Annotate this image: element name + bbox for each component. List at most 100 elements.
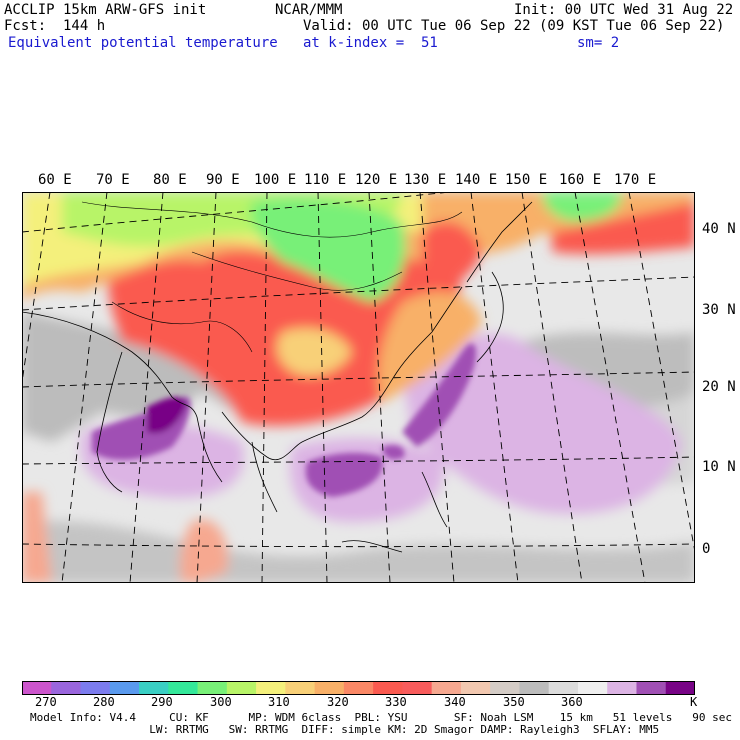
meridian-60e [22,192,51,383]
lat-label-10n: 10 N [702,459,736,475]
lon-label-130e: 130 E [404,172,447,188]
colorbar-swatch [431,681,462,695]
colorbar-swatch [256,681,286,695]
lon-label-170e: 170 E [614,172,657,188]
colorbar-swatch [519,681,550,695]
model-info-line1: Model Info: V4.4 CU: KF MP: WDM 6class P… [30,711,732,724]
red-manchuria [422,221,482,286]
lon-label-90e: 90 E [206,172,240,188]
meridian-120e [368,192,391,583]
colorbar-swatch [343,681,374,695]
parallel-10n [22,456,695,465]
colorbar-swatch [460,681,491,695]
coast-philippines [421,471,448,528]
meridian-100e [261,192,268,583]
coast-china [221,286,463,460]
parallel-40n [22,192,455,233]
red-north-pacific [552,202,695,255]
borders [81,201,463,353]
colorbar-swatch [314,681,345,695]
colorbar-swatch [548,681,579,695]
lon-label-160e: 160 E [559,172,602,188]
field-name: Equivalent potential temperature [8,35,278,51]
colorbar-tick-270: 270 [35,695,57,709]
lon-label-100e: 100 E [254,172,297,188]
meridian-150e [521,192,583,583]
lon-label-80e: 80 E [153,172,187,188]
graticule [22,192,695,583]
colorbar-unit: K [690,695,698,709]
colorbar-swatch [168,681,199,695]
colorbar-swatch [109,681,140,695]
lon-label-120e: 120 E [355,172,398,188]
colorbar-tick-320: 320 [327,695,349,709]
lon-label-150e: 150 E [505,172,548,188]
colorbar [22,681,695,695]
level-label: at k-index = 51 [303,35,438,51]
green-kamchatka [542,192,622,222]
border-himalaya [111,301,253,353]
yellow-central-china [276,328,352,376]
colorbar-swatch [197,681,228,695]
colorbar-swatch [51,681,82,695]
model-title: ACCLIP 15km ARW-GFS init [4,2,207,18]
coast-indochina [251,441,278,513]
smoothing-label: sm= 2 [577,35,620,51]
colorbar-tick-300: 300 [210,695,232,709]
coast-india-west [96,351,123,493]
colorbar-swatch [636,681,667,695]
meridian-170e [628,192,695,553]
colorbar-swatch [490,681,520,695]
colorbar-swatch [402,681,433,695]
colorbar-tick-360: 360 [561,695,583,709]
map-frame [22,192,695,583]
salmon-sumatra [180,519,228,583]
colorbar-swatch [607,681,637,695]
theta-e-map [22,192,695,583]
green-mongolia [251,198,406,302]
coast-borneo [341,540,403,553]
forecast-hour: Fcst: 144 h [4,18,106,34]
meridian-110e [317,192,328,583]
colorbar-tick-330: 330 [385,695,407,709]
parallel-30n [22,276,695,311]
meridian-140e [470,192,519,583]
colorbar-tick-350: 350 [503,695,525,709]
meridian-160e [574,192,646,583]
colorbar-tick-290: 290 [151,695,173,709]
lon-label-60e: 60 E [38,172,72,188]
lon-label-70e: 70 E [96,172,130,188]
colorbar-swatch [22,681,52,695]
colorbar-frame [22,681,695,695]
lon-label-110e: 110 E [304,172,347,188]
colorbar-swatch [577,681,608,695]
colorbar-swatch [226,681,257,695]
lat-label-40n: 40 N [702,221,736,237]
init-time: Init: 00 UTC Wed 31 Aug 22 [514,2,734,18]
lat-label-30n: 30 N [702,302,736,318]
border-china-mongolia [191,251,403,291]
parallel-20n [22,371,695,388]
lon-label-140e: 140 E [455,172,498,188]
lat-label-0: 0 [702,541,711,557]
meridian-70e [61,192,108,583]
colorbar-tick-310: 310 [268,695,290,709]
violet-bay-bengal [147,396,187,434]
coast-korea-japan [466,201,533,283]
center-label: NCAR/MMM [275,2,343,18]
colorbar-swatch [665,681,695,695]
colorbar-swatch [139,681,169,695]
coast-south-asia [22,311,223,483]
map-svg [22,192,695,583]
lilac-west-pacific [402,333,682,514]
purple-philippine-sea [402,343,477,447]
colorbar-tick-280: 280 [93,695,115,709]
coastlines [22,201,533,553]
meridian-130e [419,192,455,583]
border-mongolia-north [81,201,463,238]
colorbar-swatch [80,681,111,695]
lat-label-20n: 20 N [702,379,736,395]
grey-india-north [22,312,252,442]
colorbar-swatch [285,681,316,695]
purple-luzon [382,445,405,460]
